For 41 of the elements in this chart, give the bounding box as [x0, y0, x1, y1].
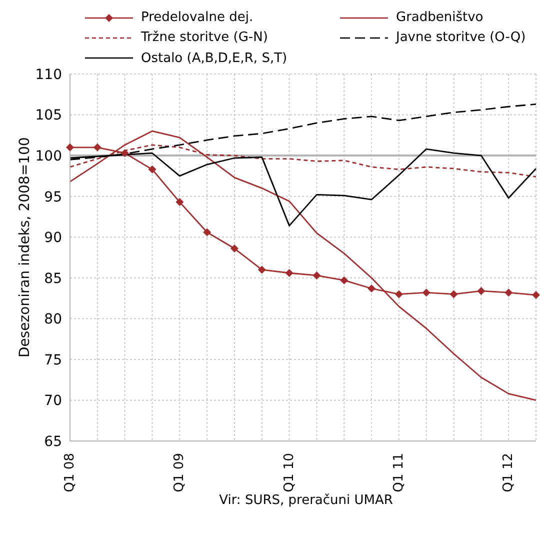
point [203, 228, 212, 236]
x-tick-label: Q1 10 [282, 453, 297, 492]
point [532, 291, 540, 300]
x-tick-label: Q1 12 [501, 453, 516, 492]
point [477, 286, 486, 295]
x-tick-label: Q1 09 [172, 453, 188, 492]
legend-label: Javne storitve (O-Q) [396, 30, 526, 46]
y-tick-label: 90 [44, 230, 62, 246]
point [66, 143, 74, 152]
point [93, 143, 102, 152]
point [422, 288, 430, 297]
point [340, 276, 348, 284]
y-tick-label: 85 [44, 270, 62, 287]
point [120, 149, 129, 158]
y-tick-label: 80 [44, 312, 62, 328]
point [258, 266, 266, 274]
y-tick-label: 70 [44, 393, 62, 410]
point [504, 288, 513, 297]
y-tick-label: 110 [35, 66, 62, 83]
point [368, 284, 376, 292]
x-tick-label: Q1 08 [62, 453, 78, 492]
line-series [69, 130, 537, 401]
point [285, 268, 294, 277]
point [450, 290, 458, 298]
legend-label: Ostalo (A,B,D,E,R, S,T) [141, 50, 288, 66]
legend-label: Gradbeništvo [396, 10, 484, 26]
x-tick-label: Q1 11 [391, 453, 406, 492]
point [176, 198, 184, 206]
point [394, 290, 403, 298]
y-tick-label: 95 [44, 189, 62, 206]
legend-label: Predelovalne dej. [141, 10, 254, 26]
legend-label: Tržne storitve (G-N) [141, 30, 268, 46]
point [148, 165, 156, 174]
y-tick-label: 105 [35, 108, 62, 124]
y-axis-title: Desezoniran indeks, 2008=100 [16, 137, 33, 358]
y-tick-label: 65 [44, 434, 62, 450]
point [312, 271, 321, 280]
point [230, 244, 238, 253]
text: Vir: SURS, preračuni UMAR [218, 493, 394, 508]
y-tick-label: 100 [35, 148, 62, 165]
y-tick-label: 75 [44, 352, 62, 368]
